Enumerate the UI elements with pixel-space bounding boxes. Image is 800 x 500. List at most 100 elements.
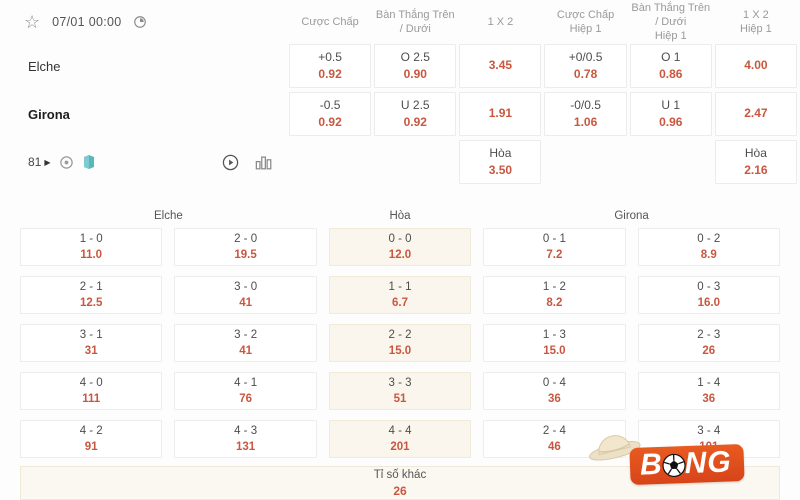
score-label: 0 - 1 (542, 232, 566, 245)
column-header-over-under: Bàn Thắng Trên / Dưới (375, 8, 455, 35)
score-label: 1 - 1 (388, 280, 412, 293)
score-cell[interactable]: 1 - 0 11.0 (20, 228, 163, 266)
score-label: 3 - 4 (697, 424, 721, 437)
other-score-label: Tỉ số khác (373, 468, 427, 481)
score-cell[interactable]: 3 - 1 31 (20, 324, 163, 362)
cashout-cube-icon[interactable] (82, 154, 96, 170)
score-cell[interactable]: 3 - 2 41 (174, 324, 317, 362)
score-odds: 201 (390, 441, 410, 453)
odds-value: 0.92 (318, 115, 342, 129)
under-line: U 2.5 (400, 97, 430, 112)
score-cell[interactable]: 4 - 3 131 (174, 420, 317, 458)
score-label: 3 - 3 (388, 376, 412, 389)
market-count-value: 81 (28, 155, 42, 169)
odds-cell-home-handicap-h1[interactable]: +0/0.5 0.78 (544, 44, 627, 88)
clock-icon (133, 15, 147, 29)
score-odds: 8.9 (700, 249, 717, 261)
odds-cell-home-over-h1[interactable]: O 1 0.86 (629, 44, 712, 88)
score-cell[interactable]: 0 - 3 16.0 (637, 276, 780, 314)
score-label: 4 - 1 (234, 376, 258, 389)
score-cell[interactable]: 2 - 1 12.5 (20, 276, 163, 314)
score-cell[interactable]: 0 - 0 12.0 (328, 228, 472, 266)
score-odds: 36 (702, 393, 716, 405)
odds-value: 0.92 (318, 67, 342, 81)
odds-cell-draw[interactable]: Hòa 3.50 (459, 140, 542, 184)
odds-row-away: Girona -0.5 0.92 U 2.5 0.92 1.91 -0/0.5 … (0, 92, 800, 136)
score-group-headers: Elche Hòa Girona (20, 204, 780, 228)
odds-value: 0.90 (403, 67, 427, 81)
odds-value: 3.45 (488, 58, 513, 73)
score-label: 1 - 0 (79, 232, 103, 245)
odds-cell-away-win-h1[interactable]: 2.47 (714, 92, 797, 136)
odds-header-row: ☆ 07/01 00:00 Cược Chấp Bàn Thắng Trên /… (0, 0, 800, 44)
score-odds: 6.7 (391, 297, 408, 309)
over-line: O 2.5 (400, 49, 430, 64)
correct-score-grid: 1 - 0 11.0 2 - 0 19.5 0 - 0 12.0 0 - 1 7… (20, 228, 780, 458)
record-icon[interactable] (59, 155, 74, 170)
score-label: 0 - 0 (388, 232, 412, 245)
group-header-away: Girona (614, 210, 649, 222)
column-header-1x2-h1: 1 X 2 Hiệp 1 (740, 8, 772, 35)
column-header-over-under-h1: Bàn Thắng Trên / Dưới Hiệp 1 (631, 1, 711, 43)
odds-cell-away-win[interactable]: 1.91 (459, 92, 542, 136)
odds-value: 26 (393, 483, 407, 498)
score-odds: 46 (547, 441, 561, 453)
score-cell[interactable]: 2 - 3 26 (637, 324, 780, 362)
play-stream-icon[interactable] (222, 154, 239, 171)
group-header-draw: Hòa (389, 210, 411, 222)
score-label: 4 - 3 (234, 424, 258, 437)
score-odds: 36 (547, 393, 561, 405)
soccer-ball-icon (662, 453, 686, 477)
odds-cell-away-handicap[interactable]: -0.5 0.92 (289, 92, 372, 136)
score-odds: 12.5 (80, 297, 103, 309)
statistics-chart-icon[interactable] (255, 154, 273, 171)
odds-value: 1.06 (573, 115, 598, 129)
favorite-star-icon[interactable]: ☆ (24, 11, 41, 32)
score-cell[interactable]: 2 - 2 15.0 (328, 324, 472, 362)
score-cell[interactable]: 2 - 0 19.5 (174, 228, 317, 266)
score-cell[interactable]: 3 - 0 41 (174, 276, 317, 314)
odds-value: 2.16 (744, 163, 768, 177)
odds-cell-home-over[interactable]: O 2.5 0.90 (374, 44, 457, 88)
handicap-line: -0.5 (319, 97, 341, 112)
score-cell[interactable]: 1 - 1 6.7 (328, 276, 472, 314)
match-datetime: 07/01 00:00 (52, 15, 122, 29)
hat-decoration (580, 419, 645, 469)
odds-cell-away-under[interactable]: U 2.5 0.92 (374, 92, 457, 136)
score-odds: 19.5 (234, 249, 257, 261)
score-label: 3 - 1 (79, 328, 103, 341)
score-label: 1 - 3 (542, 328, 566, 341)
score-odds: 7.2 (546, 249, 563, 261)
score-cell[interactable]: 4 - 1 76 (174, 372, 317, 410)
score-cell[interactable]: 1 - 4 36 (637, 372, 780, 410)
odds-cell-home-win-h1[interactable]: 4.00 (714, 44, 797, 88)
column-header-handicap: Cược Chấp (301, 15, 359, 28)
score-cell[interactable]: 0 - 2 8.9 (637, 228, 780, 266)
team-name-away: Girona (28, 106, 70, 122)
odds-cell-home-win[interactable]: 3.45 (459, 44, 542, 88)
odds-cell-home-handicap[interactable]: +0.5 0.92 (289, 44, 372, 88)
odds-value: 1.91 (488, 106, 513, 121)
odds-cell-away-under-h1[interactable]: U 1 0.96 (629, 92, 712, 136)
odds-value: 3.50 (488, 163, 513, 177)
score-label: 4 - 2 (79, 424, 103, 437)
odds-cell-away-handicap-h1[interactable]: -0/0.5 1.06 (544, 92, 627, 136)
score-cell[interactable]: 0 - 1 7.2 (483, 228, 626, 266)
score-cell[interactable]: 1 - 2 8.2 (483, 276, 626, 314)
score-cell[interactable]: 3 - 3 51 (328, 372, 472, 410)
score-label: 2 - 2 (388, 328, 412, 341)
odds-value: 0.86 (659, 67, 683, 81)
score-cell[interactable]: 0 - 4 36 (483, 372, 626, 410)
odds-cell-draw-h1[interactable]: Hòa 2.16 (714, 140, 797, 184)
bong-logo: B NG (629, 444, 745, 485)
score-odds: 15.0 (543, 345, 566, 357)
score-cell[interactable]: 4 - 2 91 (20, 420, 163, 458)
score-label: 4 - 4 (388, 424, 412, 437)
score-cell[interactable]: 4 - 4 201 (328, 420, 472, 458)
score-odds: 15.0 (388, 345, 412, 357)
column-header-1x2: 1 X 2 (487, 15, 514, 28)
score-cell[interactable]: 1 - 3 15.0 (483, 324, 626, 362)
market-count[interactable]: 81 ▶ (28, 155, 51, 169)
score-cell[interactable]: 4 - 0 111 (20, 372, 163, 410)
